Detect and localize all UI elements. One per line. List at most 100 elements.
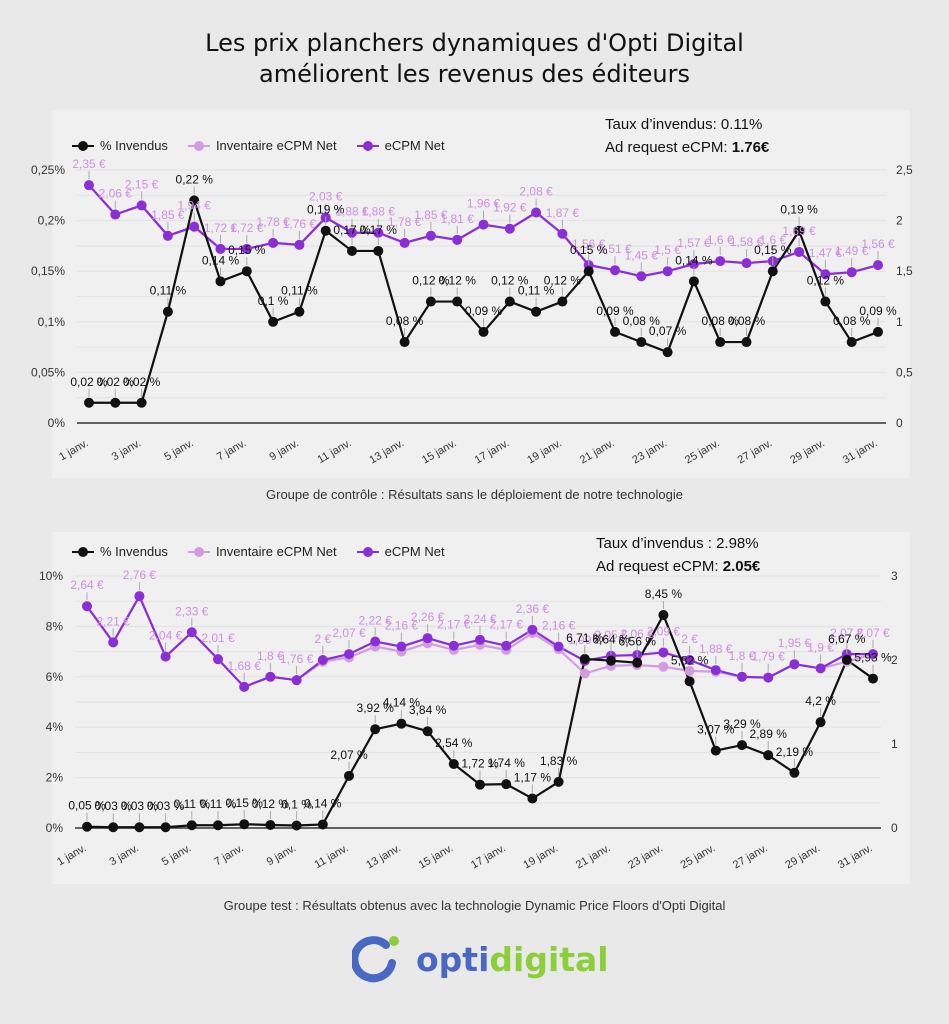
data-point <box>501 779 512 790</box>
data-label: 1,69 € <box>782 224 816 238</box>
data-label: 1,47 € <box>809 246 843 260</box>
data-label: 0,15 % <box>228 243 266 257</box>
data-point <box>239 681 250 692</box>
data-point <box>448 640 459 651</box>
data-point <box>815 717 826 728</box>
data-point <box>110 209 121 220</box>
data-label: 2,33 € <box>175 604 209 618</box>
data-point <box>873 326 883 337</box>
data-point <box>815 663 826 674</box>
data-point <box>475 779 485 790</box>
data-label: 1,88 € <box>362 205 396 219</box>
data-point <box>213 820 223 831</box>
data-point <box>632 657 643 668</box>
data-label: 1,95 € <box>778 636 812 650</box>
data-point <box>553 776 564 787</box>
data-point <box>527 793 538 804</box>
data-label: 2,07 € <box>332 626 366 640</box>
data-point <box>189 221 200 232</box>
y-left-tick-label: 0,1% <box>38 315 66 329</box>
y-left-tick-label: 0,2% <box>38 214 66 228</box>
legend-label: % Invendus <box>100 544 168 559</box>
data-label: 1,5 € <box>654 243 681 257</box>
data-label: 1,83 % <box>540 754 578 768</box>
legend-label: Inventaire eCPM Net <box>215 544 337 559</box>
data-point <box>160 651 171 662</box>
data-point <box>82 601 92 612</box>
data-point <box>527 624 538 635</box>
data-point <box>789 767 800 778</box>
y-left-tick-label: 10% <box>39 569 63 583</box>
data-label: 1,51 € <box>598 242 632 256</box>
data-label: 0,12 % <box>807 274 845 288</box>
data-label: 1,79 € <box>752 650 786 664</box>
data-point <box>841 654 852 665</box>
data-label: 6,64 % <box>592 633 630 647</box>
data-point <box>741 337 752 348</box>
data-point <box>873 260 883 271</box>
data-point <box>475 634 485 645</box>
control-group-panel <box>52 110 910 478</box>
data-label: 1,56 € <box>861 237 895 251</box>
data-label: 1,88 € <box>699 642 733 656</box>
data-label: 2,16 € <box>542 619 576 633</box>
data-label: 1,76 € <box>280 652 314 666</box>
data-point <box>767 266 778 277</box>
data-label: 2,26 € <box>411 610 445 624</box>
data-label: 2,36 € <box>516 602 550 616</box>
data-label: 1,57 € <box>677 236 711 250</box>
data-label: 0,09 % <box>465 304 503 318</box>
legend-item-invendus[interactable]: % Invendus <box>72 138 168 153</box>
data-label: 2,54 % <box>435 736 473 750</box>
data-label: 0,03 % <box>147 799 185 813</box>
legend-item-inventaire[interactable]: Inventaire eCPM Net <box>187 544 337 559</box>
data-label: 0,09 % <box>859 304 897 318</box>
data-point <box>399 237 410 248</box>
data-label: 6,71 % <box>566 631 604 645</box>
data-point <box>160 822 171 833</box>
x-tick-label: 23 janv. <box>626 842 665 871</box>
data-point <box>688 276 699 287</box>
data-label: 1,76 € <box>283 217 317 231</box>
legend-item-ecpm[interactable]: eCPM Net <box>356 544 445 559</box>
x-tick-label: 5 janv. <box>160 842 193 868</box>
logo-wordmark: optidigital <box>416 939 609 979</box>
data-label: 0,17 % <box>333 223 371 237</box>
data-label: 2,21 € <box>97 614 131 628</box>
data-point <box>347 245 357 256</box>
data-label: 2,35 € <box>72 157 106 171</box>
data-label: 0,08 % <box>386 314 424 328</box>
legend-item-ecpm[interactable]: eCPM Net <box>356 138 445 153</box>
data-point <box>868 673 878 684</box>
data-label: 2,16 € <box>385 619 419 633</box>
x-tick-label: 29 janv. <box>783 842 822 871</box>
data-label: 1,68 € <box>228 659 262 673</box>
data-point <box>186 820 197 831</box>
data-label: 0,07 % <box>649 324 687 338</box>
data-point <box>320 225 331 236</box>
x-tick-label: 17 janv. <box>469 842 508 871</box>
y-right-tick-label: 1 <box>891 737 898 751</box>
y-right-tick-label: 1 <box>896 315 903 329</box>
legend-marker-icon <box>187 140 210 151</box>
data-label: 8,45 % <box>645 587 683 601</box>
data-point <box>662 266 673 277</box>
data-point <box>531 306 542 317</box>
data-label: 1,72 € <box>204 221 238 235</box>
x-tick-label: 25 janv. <box>679 842 718 871</box>
data-point <box>557 296 568 307</box>
data-label: 0,14 % <box>675 253 713 267</box>
data-point <box>741 258 752 269</box>
data-point <box>478 219 489 230</box>
data-point <box>396 718 407 729</box>
data-point <box>213 654 223 665</box>
chart2-stats: Taux d’invendus : 2.98% Ad request eCPM:… <box>596 532 760 578</box>
data-point <box>794 246 805 257</box>
y-left-tick-label: 4% <box>46 720 64 734</box>
legend-item-invendus[interactable]: % Invendus <box>72 544 168 559</box>
data-label: 1,49 € <box>835 244 869 258</box>
legend-item-inventaire[interactable]: Inventaire eCPM Net <box>187 138 337 153</box>
data-label: 0,05 % <box>68 799 106 813</box>
data-label: 0,15 % <box>754 243 792 257</box>
y-right-tick-label: 2,5 <box>896 163 913 177</box>
